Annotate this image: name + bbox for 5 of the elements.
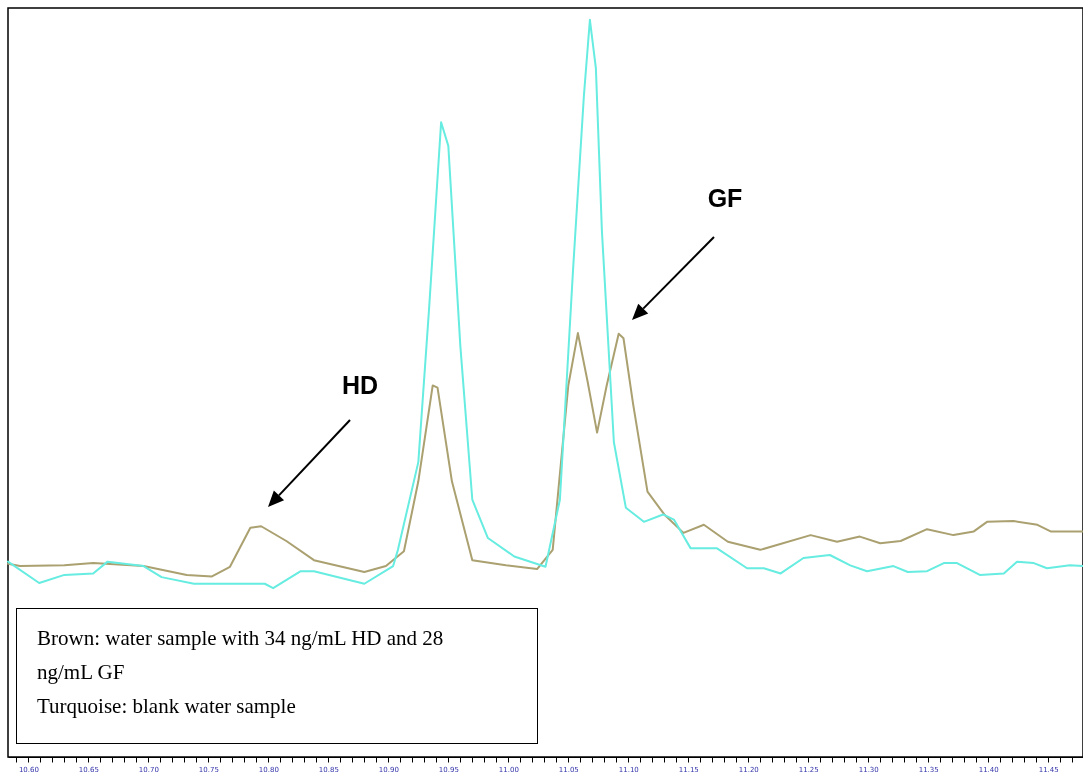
annotation: GF — [707, 184, 743, 212]
note-box: Brown: water sample with 34 ng/mL HD and 28 ng/mL GF Turquoise: blank water sample — [16, 608, 538, 744]
annotation: HD — [341, 371, 379, 399]
annotation: Brown: water sample with 34 ng/mL HD and 28 ng/mL GF — [37, 625, 445, 686]
annotation: Turquoise: blank water sample — [37, 693, 297, 720]
